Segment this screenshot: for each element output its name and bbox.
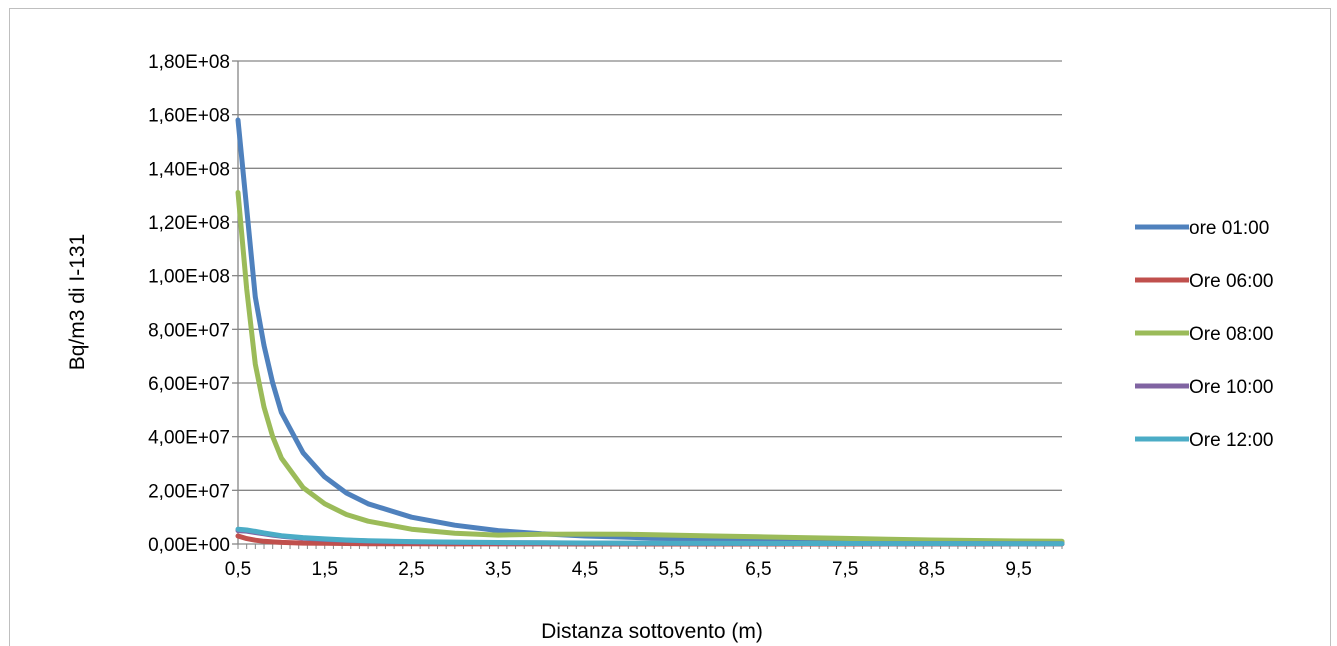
y-tick-label: 1,60E+08: [148, 106, 230, 127]
y-axis-title: Bq/m3 di I-131: [66, 234, 89, 371]
gridlines: [238, 60, 1062, 491]
axes: 0,00E+00 2,00E+07 4,00E+07 6,00E+07 8,00E+07…: [148, 52, 1063, 580]
legend-label: Ore 10:00: [1189, 377, 1274, 398]
y-tick-label: 8,00E+07: [148, 320, 230, 341]
y-tick-label: 0,00E+00: [148, 535, 230, 556]
x-tick-label: 9,5: [1005, 559, 1031, 580]
series-lines: [235, 117, 1065, 547]
x-tick-label: 3,5: [485, 559, 511, 580]
y-tick-label: 1,20E+08: [148, 213, 230, 234]
legend-label: Ore 06:00: [1189, 271, 1274, 292]
legend-label: ore 01:00: [1189, 218, 1269, 239]
y-tick-label: 1,00E+08: [148, 267, 230, 288]
x-tick-label: 5,5: [658, 559, 684, 580]
x-tick-label: 0,5: [225, 559, 251, 580]
y-tick-label: 4,00E+07: [148, 428, 230, 449]
series-line-ore-01-00: [235, 117, 1065, 545]
x-tick-label: 1,5: [312, 559, 338, 580]
legend-label: Ore 08:00: [1189, 324, 1274, 345]
x-tick-label: 7,5: [832, 559, 858, 580]
legend-label: Ore 12:00: [1189, 430, 1274, 451]
x-tick-label: 8,5: [919, 559, 945, 580]
y-tick-label: 2,00E+07: [148, 481, 230, 502]
y-tick-label: 1,80E+08: [148, 52, 230, 73]
x-tick-label: 6,5: [745, 559, 771, 580]
y-tick-label: 1,40E+08: [148, 159, 230, 180]
x-tick-label: 4,5: [572, 559, 598, 580]
series-line-ore-08-00: [235, 190, 1065, 544]
series-line-ore-12-00: [235, 526, 1065, 547]
x-tick-label: 2,5: [398, 559, 424, 580]
y-tick-label: 6,00E+07: [148, 374, 230, 395]
legend: ore 01:00 Ore 06:00 Ore 08:00 Ore 10:00 Ore …: [1135, 218, 1274, 451]
x-axis-title: Distanza sottovento (m): [541, 620, 763, 643]
